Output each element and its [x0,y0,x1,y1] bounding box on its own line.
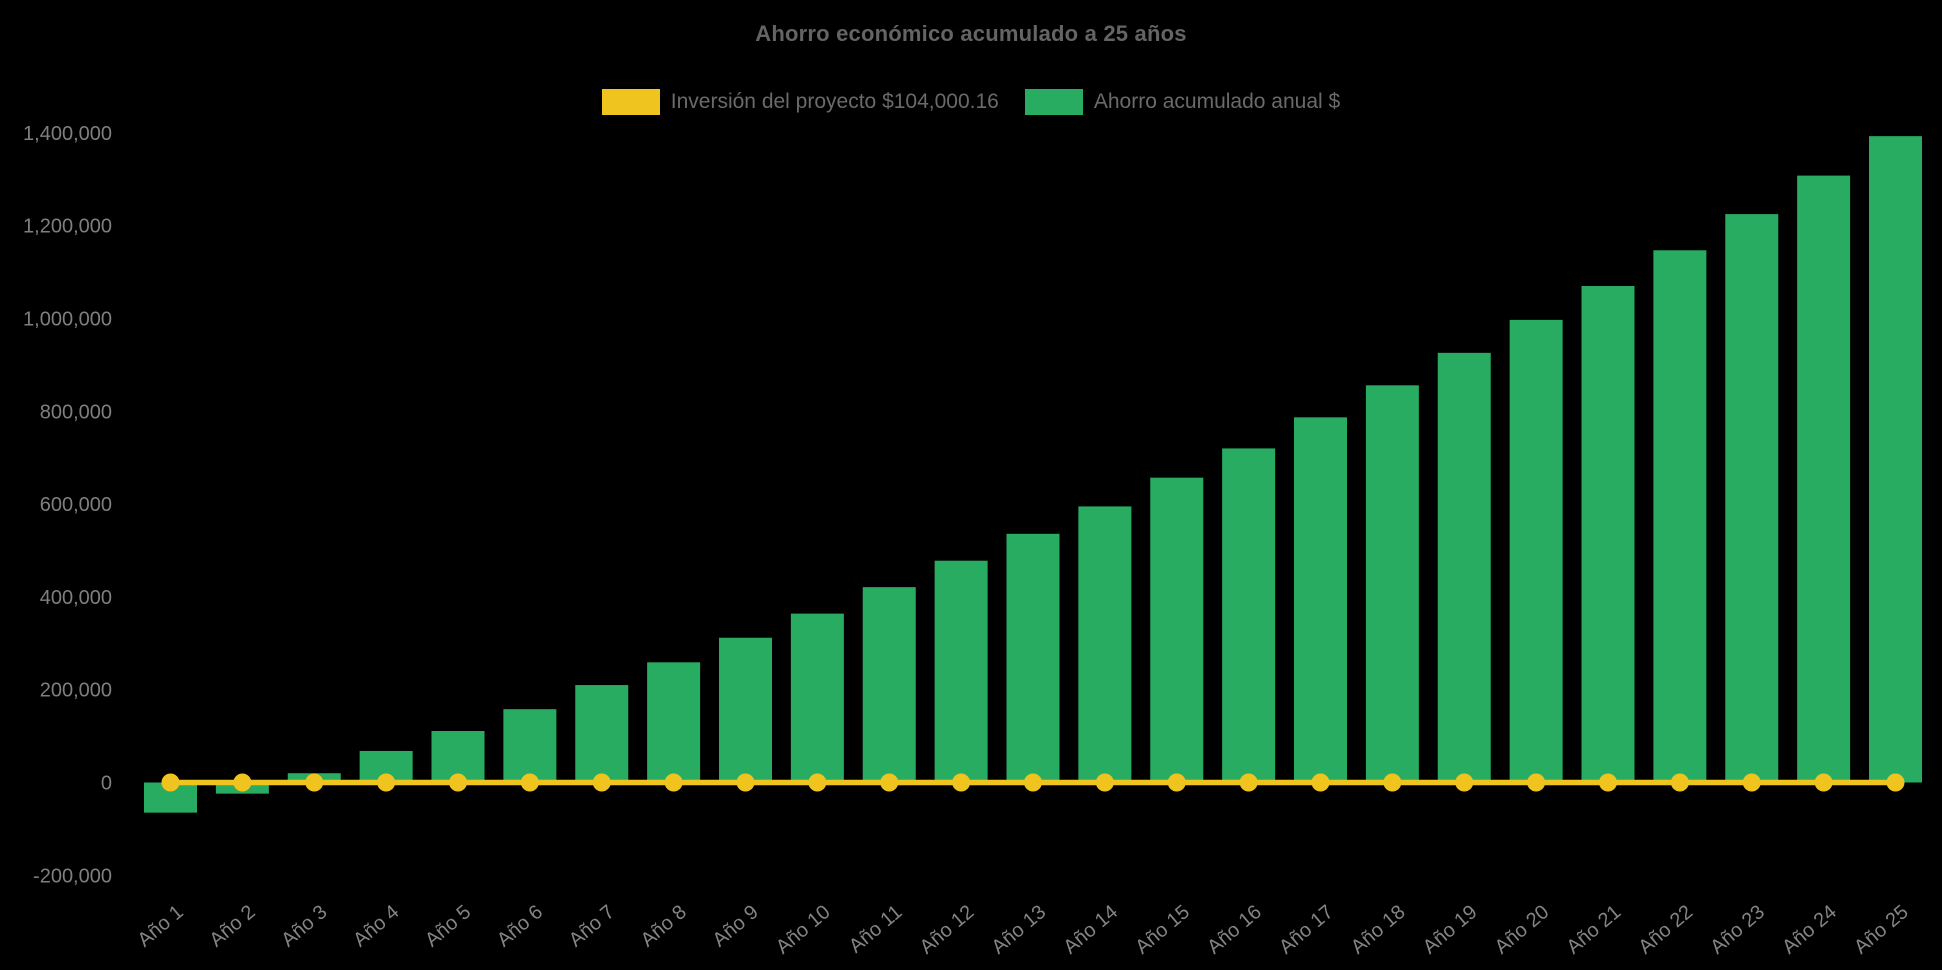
bar-año-12 [934,560,988,783]
bar-año-10 [790,613,844,783]
investment-marker-11 [880,773,899,792]
investment-marker-7 [592,773,611,792]
investment-marker-2 [233,773,252,792]
x-tick-label: Año 5 [421,901,475,951]
x-tick-label: Año 14 [1059,901,1122,959]
bar-año-24 [1797,175,1851,783]
investment-marker-8 [664,773,683,792]
investment-marker-12 [952,773,971,792]
investment-marker-19 [1455,773,1474,792]
x-tick-label: Año 18 [1347,901,1410,959]
x-tick-label: Año 12 [916,901,979,959]
investment-marker-23 [1742,773,1761,792]
x-tick-label: Año 16 [1203,901,1266,959]
y-tick-label: 200,000 [40,680,112,702]
x-tick-label: Año 8 [637,901,691,951]
legend-item-investment[interactable]: Inversión del proyecto $104,000.16 [601,89,999,115]
bar-año-23 [1725,214,1779,783]
bar-año-21 [1581,286,1635,783]
bar-año-25 [1869,136,1922,783]
investment-marker-18 [1383,773,1402,792]
bar-año-13 [1006,533,1060,783]
x-tick-label: Año 10 [772,901,835,959]
bar-año-18 [1365,385,1419,783]
x-tick-label: Año 24 [1778,901,1841,959]
x-tick-label: Año 7 [565,901,619,951]
investment-swatch [601,89,660,115]
investment-marker-21 [1599,773,1617,792]
investment-marker-25 [1886,773,1905,792]
investment-marker-5 [449,773,467,792]
investment-marker-15 [1167,773,1186,792]
bar-año-17 [1294,417,1347,783]
bar-año-11 [862,587,916,783]
x-tick-label: Año 2 [205,901,259,951]
bar-año-7 [575,685,629,783]
investment-line-series [161,773,1905,792]
investment-marker-4 [377,773,396,792]
investment-marker-3 [305,773,324,792]
bar-año-9 [719,637,772,783]
investment-marker-20 [1527,773,1546,792]
x-tick-label: Año 21 [1563,901,1626,959]
bar-año-16 [1222,448,1276,783]
investment-marker-13 [1024,773,1042,792]
chart-title: Ahorro económico acumulado a 25 años [755,21,1187,46]
savings-swatch [1024,89,1083,115]
x-tick-label: Año 4 [349,901,403,951]
y-tick-label: 400,000 [40,587,112,609]
investment-marker-10 [808,773,827,792]
x-tick-label: Año 6 [493,901,547,951]
y-axis-labels: 1,400,000 1,200,000 1,000,000 800,000 600,00… [23,123,112,887]
x-tick-label: Año 15 [1131,901,1194,959]
x-tick-label: Año 1 [134,901,188,951]
investment-marker-24 [1814,773,1833,792]
savings-bars-series [144,136,1922,813]
x-tick-label: Año 13 [988,901,1051,959]
y-tick-label: -200,000 [33,865,112,887]
investment-marker-9 [736,773,755,792]
bar-año-22 [1653,250,1707,783]
y-tick-label: 1,200,000 [23,216,112,238]
investment-marker-16 [1239,773,1258,792]
y-tick-label: 800,000 [40,401,112,423]
bar-año-6 [503,709,557,783]
savings-legend-label: Ahorro acumulado anual $ [1093,90,1341,113]
investment-legend-label: Inversión del proyecto $104,000.16 [670,90,999,113]
investment-marker-14 [1095,773,1114,792]
x-tick-label: Año 17 [1275,901,1338,959]
bar-año-19 [1437,352,1491,783]
legend: Inversión del proyecto $104,000.16 Ahorr… [0,89,1942,115]
investment-marker-6 [520,773,539,792]
x-tick-label: Año 3 [277,901,331,951]
x-tick-label: Año 9 [709,901,763,951]
bar-año-8 [647,662,701,783]
x-tick-label: Año 20 [1491,901,1554,959]
x-tick-label: Año 23 [1706,901,1769,959]
investment-marker-17 [1311,773,1330,792]
x-axis-labels: Año 1 Año 2 Año 3 Año 4 Año 5 Año 6 Año 7 Año 8… [134,901,1913,959]
x-tick-label: Año 22 [1634,901,1697,959]
x-tick-label: Año 11 [845,901,907,958]
y-tick-label: 1,000,000 [23,309,112,331]
y-tick-label: 600,000 [40,494,112,516]
investment-marker-22 [1670,773,1689,792]
bar-año-14 [1078,506,1132,783]
bar-año-20 [1509,319,1563,783]
x-tick-label: Año 25 [1850,901,1913,959]
investment-marker-1 [161,773,180,792]
bar-año-15 [1150,477,1204,783]
y-tick-label: 0 [101,773,112,795]
y-tick-label: 1,400,000 [23,123,112,145]
x-tick-label: Año 19 [1419,901,1482,959]
legend-item-savings[interactable]: Ahorro acumulado anual $ [1024,89,1341,115]
